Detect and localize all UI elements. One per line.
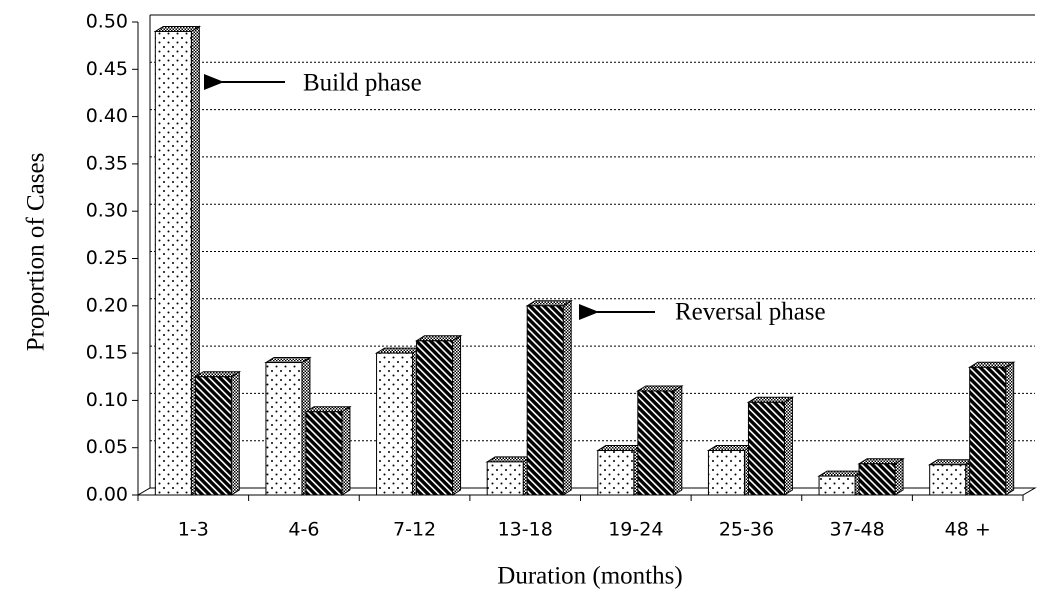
bar-top bbox=[967, 361, 1016, 368]
y-tick-label: 0.10 bbox=[86, 389, 128, 411]
y-tick-label: 0.15 bbox=[86, 342, 128, 364]
y-tick-label: 0.35 bbox=[86, 152, 128, 174]
bar bbox=[929, 464, 967, 496]
bar bbox=[526, 305, 564, 496]
bar-top bbox=[414, 335, 463, 342]
bar bbox=[416, 340, 454, 496]
bar bbox=[376, 352, 414, 496]
bar-top bbox=[264, 357, 312, 364]
annotation: Reversal phase bbox=[675, 299, 826, 326]
x-tick-label: 37-48 bbox=[829, 519, 884, 541]
bar-side bbox=[452, 334, 462, 496]
y-tick-label: 0.30 bbox=[86, 200, 128, 222]
bar-top bbox=[485, 456, 533, 463]
bar-side bbox=[1005, 361, 1015, 496]
bar-side bbox=[894, 457, 904, 496]
bar-top bbox=[153, 25, 202, 32]
bar-top bbox=[746, 396, 795, 403]
x-tick-label: 7-12 bbox=[393, 519, 436, 541]
bar-side bbox=[673, 385, 683, 496]
bar bbox=[486, 461, 524, 496]
y-tick-label: 0.20 bbox=[86, 294, 128, 316]
bar bbox=[597, 450, 635, 496]
bar-side bbox=[562, 299, 572, 496]
bar-top bbox=[927, 459, 976, 466]
bar-top bbox=[304, 406, 352, 413]
x-tick-label: 13-18 bbox=[498, 519, 553, 541]
y-tick-label: 0.50 bbox=[86, 11, 128, 33]
x-tick-label: 19-24 bbox=[608, 519, 663, 541]
bar bbox=[858, 463, 896, 496]
x-tick-label: 1-3 bbox=[178, 519, 209, 541]
bar bbox=[969, 366, 1007, 496]
bar-top bbox=[596, 445, 644, 452]
bar-top bbox=[374, 347, 423, 354]
y-tick-label: 0.45 bbox=[86, 58, 128, 80]
x-tick-label: 25-36 bbox=[719, 519, 774, 541]
annotation: Build phase bbox=[303, 70, 422, 97]
bar-top bbox=[193, 371, 242, 378]
x-tick-label: 4-6 bbox=[288, 519, 319, 541]
y-tick-label: 0.40 bbox=[86, 105, 128, 127]
bar bbox=[194, 376, 232, 496]
bar-top bbox=[636, 385, 684, 392]
y-tick-label: 0.05 bbox=[86, 436, 128, 458]
bar-top bbox=[817, 470, 865, 477]
y-tick-label: 0.25 bbox=[86, 247, 128, 269]
bar bbox=[265, 362, 303, 496]
bar-side bbox=[341, 405, 351, 496]
bar-top bbox=[857, 458, 905, 465]
bar-top bbox=[525, 300, 573, 307]
bar-side bbox=[230, 370, 240, 496]
bar bbox=[637, 390, 675, 496]
bar bbox=[818, 475, 856, 496]
y-tick-label: 0.00 bbox=[86, 484, 128, 506]
x-tick-label: 48 + bbox=[945, 519, 991, 541]
y-axis-title: Proportion of Cases bbox=[23, 153, 50, 352]
x-axis-title: Duration (months) bbox=[497, 563, 682, 590]
bar bbox=[747, 401, 785, 496]
bar bbox=[707, 450, 745, 496]
bar bbox=[305, 411, 343, 496]
bar-side bbox=[783, 396, 793, 496]
bar bbox=[154, 30, 192, 496]
bar-top bbox=[706, 445, 755, 452]
